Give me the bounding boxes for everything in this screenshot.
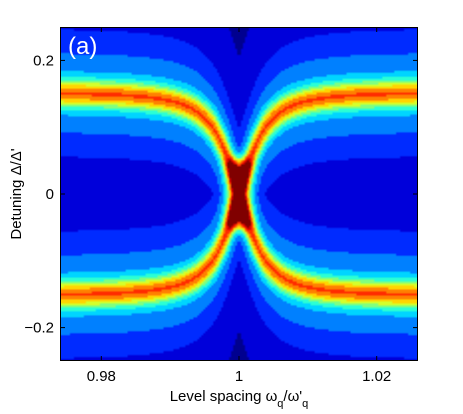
y-axis: 0.2 0 −0.2 [24,52,418,337]
x-axis: 0.98 1 1.02 [87,27,391,385]
x-tick-label: 1.02 [362,368,391,385]
panel-label: (a) [68,33,97,60]
x-tick-label: 0.98 [87,368,116,385]
plot-area [60,27,418,361]
y-axis-label: Detuning Δ/Δ' [8,148,25,239]
y-tick-label: 0.2 [33,52,54,69]
x-axis-label: Level spacing ωq/ω'q [170,388,309,409]
x-tick-label: 1 [235,368,243,385]
y-tick-label: 0 [46,186,54,203]
heatmap-image [60,27,418,361]
y-tick-label: −0.2 [24,320,54,337]
